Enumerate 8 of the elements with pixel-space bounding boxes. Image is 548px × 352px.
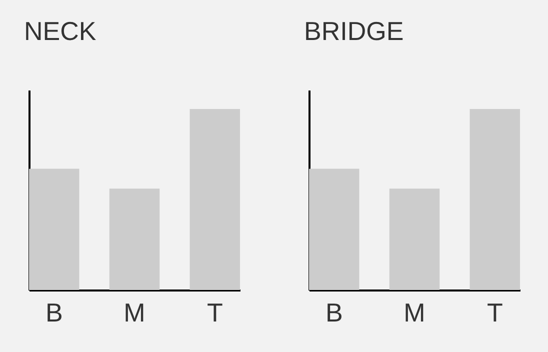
x-tick-label: M xyxy=(404,298,426,328)
x-tick-label: B xyxy=(45,298,63,328)
x-tick-label: T xyxy=(206,298,223,328)
chart-title: NECK xyxy=(24,16,97,46)
x-tick-label: B xyxy=(325,298,343,328)
x-tick-label: M xyxy=(124,298,146,328)
x-tick-label: T xyxy=(486,298,503,328)
chart-title: BRIDGE xyxy=(304,16,404,46)
